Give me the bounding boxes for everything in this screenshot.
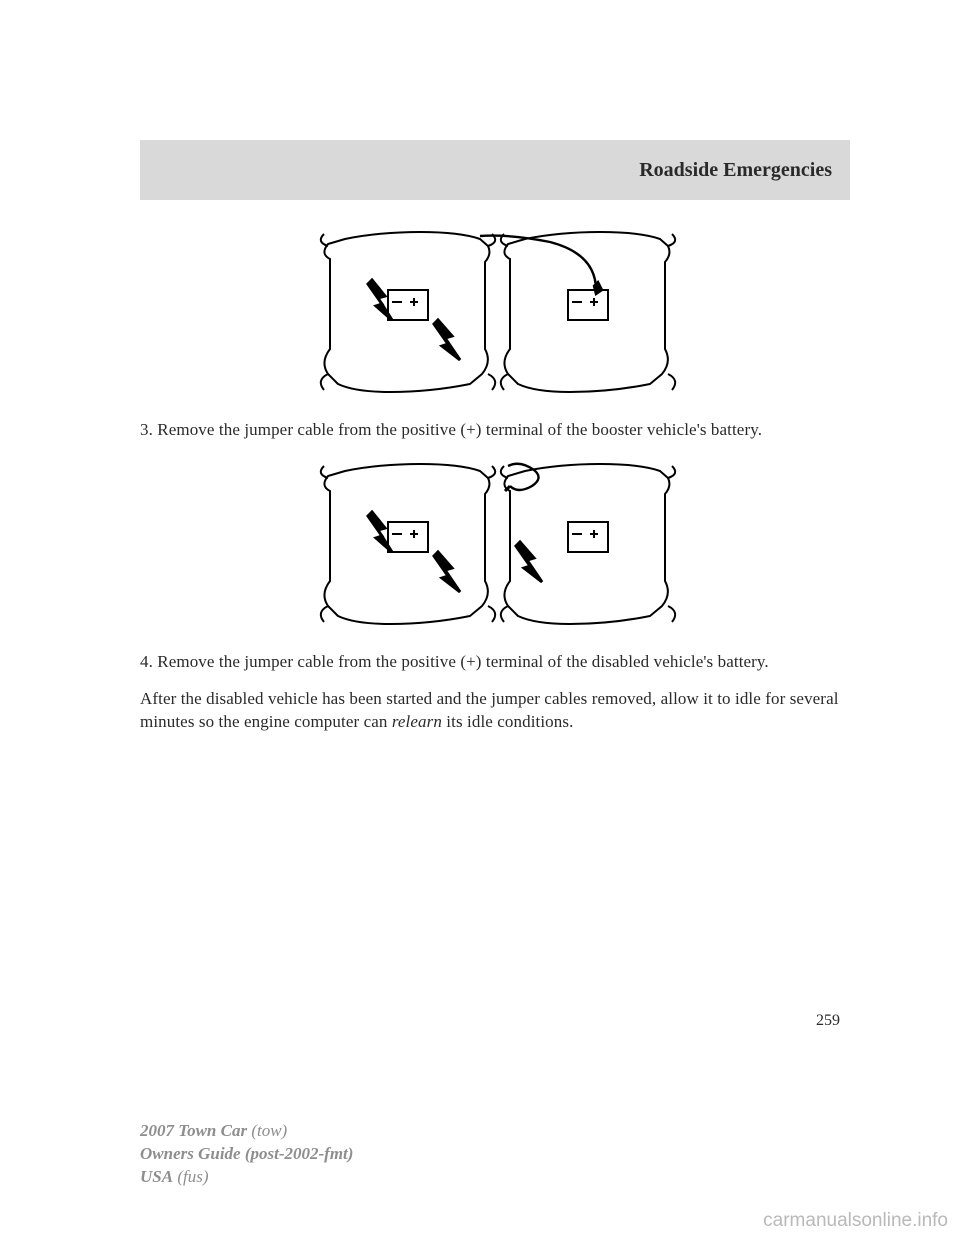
watermark: carmanualsonline.info [763, 1210, 948, 1232]
after-note-post: its idle conditions. [442, 712, 573, 731]
figure-jumper-step-4 [140, 456, 850, 631]
footer-guide: Owners Guide (post-2002-fmt) [140, 1144, 353, 1163]
footer-block: 2007 Town Car (tow) Owners Guide (post-2… [140, 1120, 353, 1189]
footer-tow: (tow) [247, 1121, 287, 1140]
after-note: After the disabled vehicle has been star… [140, 688, 850, 734]
after-note-italic: relearn [392, 712, 442, 731]
footer-line-3: USA (fus) [140, 1166, 353, 1189]
diagram-two-engines-fig2 [310, 456, 680, 631]
footer-line-1: 2007 Town Car (tow) [140, 1120, 353, 1143]
manual-page: Roadside Emergencies [140, 140, 850, 748]
footer-usa: USA [140, 1167, 173, 1186]
footer-model: 2007 Town Car [140, 1121, 247, 1140]
diagram-two-engines-fig1 [310, 224, 680, 399]
step-4-text: 4. Remove the jumper cable from the posi… [140, 651, 850, 674]
footer-fus: (fus) [173, 1167, 208, 1186]
footer-line-2: Owners Guide (post-2002-fmt) [140, 1143, 353, 1166]
section-header-title: Roadside Emergencies [639, 159, 832, 182]
step-3-text: 3. Remove the jumper cable from the posi… [140, 419, 850, 442]
section-header: Roadside Emergencies [140, 140, 850, 200]
figure-jumper-step-3 [140, 224, 850, 399]
page-number: 259 [816, 1012, 840, 1030]
